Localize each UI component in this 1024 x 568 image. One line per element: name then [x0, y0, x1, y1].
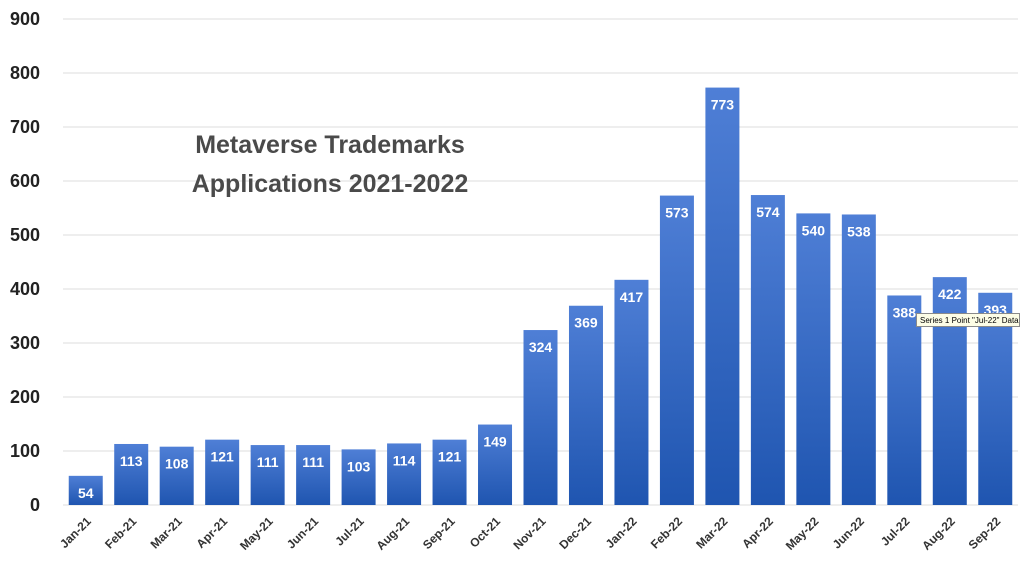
data-label: 111 [257, 454, 279, 470]
bar-oct-21 [478, 424, 513, 505]
bar-jan-22 [614, 279, 649, 505]
data-label: 573 [665, 205, 689, 221]
x-tick-label: Jul-22 [878, 514, 913, 549]
bar-may-22 [796, 213, 831, 505]
data-label: 108 [165, 456, 189, 472]
x-tick-label: Feb-22 [648, 514, 685, 551]
chart-title: Metaverse Trademarks Applications 2021-2… [192, 131, 469, 198]
x-tick-label: Nov-21 [510, 514, 548, 552]
y-tick-label: 800 [10, 63, 40, 83]
y-tick-label: 300 [10, 333, 40, 353]
x-axis-ticks: Jan-21 Feb-21 Mar-21 Apr-21 May-21 Jun-21 Jul-… [57, 514, 1004, 553]
data-label: 149 [483, 434, 507, 450]
x-tick-label: Oct-21 [467, 514, 504, 551]
data-label: 113 [120, 453, 143, 469]
y-tick-label: 900 [10, 9, 40, 29]
bar-jan-21 [68, 475, 103, 505]
bar-feb-21 [114, 443, 149, 505]
bar-nov-21 [523, 330, 558, 505]
x-tick-label: May-22 [783, 514, 822, 553]
bar-sep-22 [978, 292, 1013, 505]
bar-jun-21 [296, 445, 331, 505]
y-tick-label: 600 [10, 171, 40, 191]
data-label: 114 [393, 452, 416, 468]
y-tick-label: 500 [10, 225, 40, 245]
x-tick-label: Mar-22 [693, 514, 730, 551]
x-tick-label: Jul-21 [332, 514, 367, 549]
bar-apr-22 [750, 195, 785, 506]
y-tick-label: 0 [30, 495, 40, 515]
y-tick-label: 200 [10, 387, 40, 407]
x-tick-label: Aug-22 [919, 514, 958, 553]
bar-jul-21 [341, 449, 376, 505]
data-tooltip: Series 1 Point "Jul-22" Data [916, 313, 1020, 327]
data-label: 417 [620, 289, 644, 305]
x-tick-label: Jan-22 [603, 514, 640, 551]
data-label: 54 [78, 485, 94, 501]
bar-apr-21 [205, 439, 240, 505]
y-tick-label: 700 [10, 117, 40, 137]
bar-jul-22 [887, 295, 922, 505]
bar-feb-22 [659, 195, 694, 505]
x-tick-label: Apr-21 [194, 514, 231, 551]
data-label: 111 [302, 454, 324, 470]
data-label: 369 [574, 315, 598, 331]
x-tick-label: Jun-21 [284, 514, 321, 551]
x-tick-label: Sep-21 [420, 514, 458, 552]
data-label: 121 [210, 449, 234, 465]
chart-title-line-1: Metaverse Trademarks [195, 131, 465, 159]
bar-dec-21 [568, 305, 603, 505]
bar-jun-22 [841, 214, 876, 506]
x-tick-label: Apr-22 [739, 514, 776, 551]
y-tick-label: 100 [10, 441, 40, 461]
x-tick-label: Jan-21 [57, 514, 94, 551]
x-tick-label: May-21 [237, 514, 276, 553]
y-axis-ticks: 0 100 200 300 400 500 600 700 800 900 [10, 9, 40, 515]
data-label: 103 [347, 458, 371, 474]
bars [68, 87, 1013, 506]
x-tick-label: Aug-21 [374, 514, 413, 553]
bar-aug-22 [932, 277, 967, 505]
data-label: 538 [847, 223, 871, 239]
bar-mar-21 [159, 446, 194, 505]
x-tick-label: Dec-21 [556, 514, 594, 552]
bar-sep-21 [432, 439, 467, 505]
x-tick-label: Feb-21 [102, 514, 139, 551]
data-label: 388 [893, 304, 917, 320]
x-tick-label: Jun-22 [830, 514, 867, 551]
y-tick-label: 400 [10, 279, 40, 299]
data-label: 324 [529, 339, 553, 355]
data-label: 422 [938, 286, 962, 302]
data-labels: 54 113 108 121 111 111 103 114 121 149 324 369 417 57… [78, 97, 1007, 501]
data-label: 121 [438, 449, 462, 465]
x-tick-label: Mar-21 [148, 514, 185, 551]
data-label: 574 [756, 204, 780, 220]
bar-may-21 [250, 445, 285, 505]
x-tick-label: Sep-22 [966, 514, 1004, 552]
data-label: 773 [711, 97, 735, 113]
data-label: 540 [802, 222, 826, 238]
bar-mar-22 [705, 87, 740, 505]
chart-title-line-2: Applications 2021-2022 [192, 170, 469, 198]
bar-aug-21 [387, 443, 422, 505]
